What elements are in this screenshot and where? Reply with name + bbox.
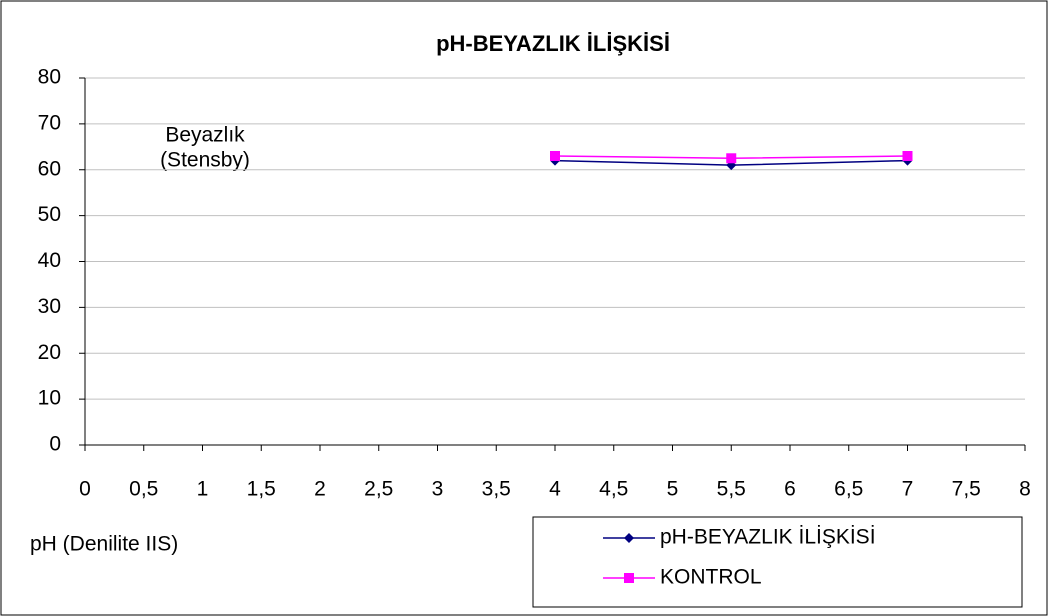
x-tick-label: 8 xyxy=(1019,478,1031,501)
x-tick-label: 7,5 xyxy=(952,478,981,501)
data-point xyxy=(550,150,560,161)
y-tick-label: 50 xyxy=(38,203,61,226)
x-tick-label: 2 xyxy=(314,478,326,501)
y-tick-label: 30 xyxy=(38,295,61,318)
y-tick-label: 40 xyxy=(38,249,61,272)
x-tick-label: 7 xyxy=(902,478,914,501)
x-tick-label: 4 xyxy=(549,478,561,501)
x-tick-label: 6 xyxy=(784,478,796,501)
y-tick-label: 0 xyxy=(49,433,61,456)
x-tick-label: 3,5 xyxy=(482,478,511,501)
x-tick-label: 5 xyxy=(667,478,679,501)
legend-marker xyxy=(624,573,634,583)
x-tick-label: 2,5 xyxy=(364,478,393,501)
legend-label: KONTROL xyxy=(660,566,762,589)
x-tick-label: 1 xyxy=(197,478,209,501)
y-tick-label: 80 xyxy=(38,66,61,89)
data-point xyxy=(726,153,737,164)
legend xyxy=(532,516,1023,608)
y-tick-label: 60 xyxy=(38,157,61,180)
chart-title: pH-BEYAZLIK İLİŞKİSİ xyxy=(436,31,670,56)
x-tick-label: 1,5 xyxy=(247,478,276,501)
data-point xyxy=(902,150,913,161)
x-tick-label: 4,5 xyxy=(599,478,628,501)
legend-label: pH-BEYAZLIK İLİŞKİSİ xyxy=(660,526,876,549)
x-tick-label: 3 xyxy=(432,478,444,501)
x-tick-label: 0,5 xyxy=(129,478,158,501)
x-tick-label: 0 xyxy=(79,478,91,501)
y-tick-label: 10 xyxy=(38,387,61,410)
x-axis-label: pH (Denilite IIS) xyxy=(30,533,178,556)
legend-marker xyxy=(624,533,634,543)
x-tick-label: 6,5 xyxy=(834,478,863,501)
x-tick-label: 5,5 xyxy=(717,478,746,501)
y-axis-label: (Stensby) xyxy=(160,148,250,171)
y-tick-label: 20 xyxy=(38,341,61,364)
y-axis-label: Beyazlık xyxy=(165,124,245,147)
y-tick-label: 70 xyxy=(38,111,61,134)
